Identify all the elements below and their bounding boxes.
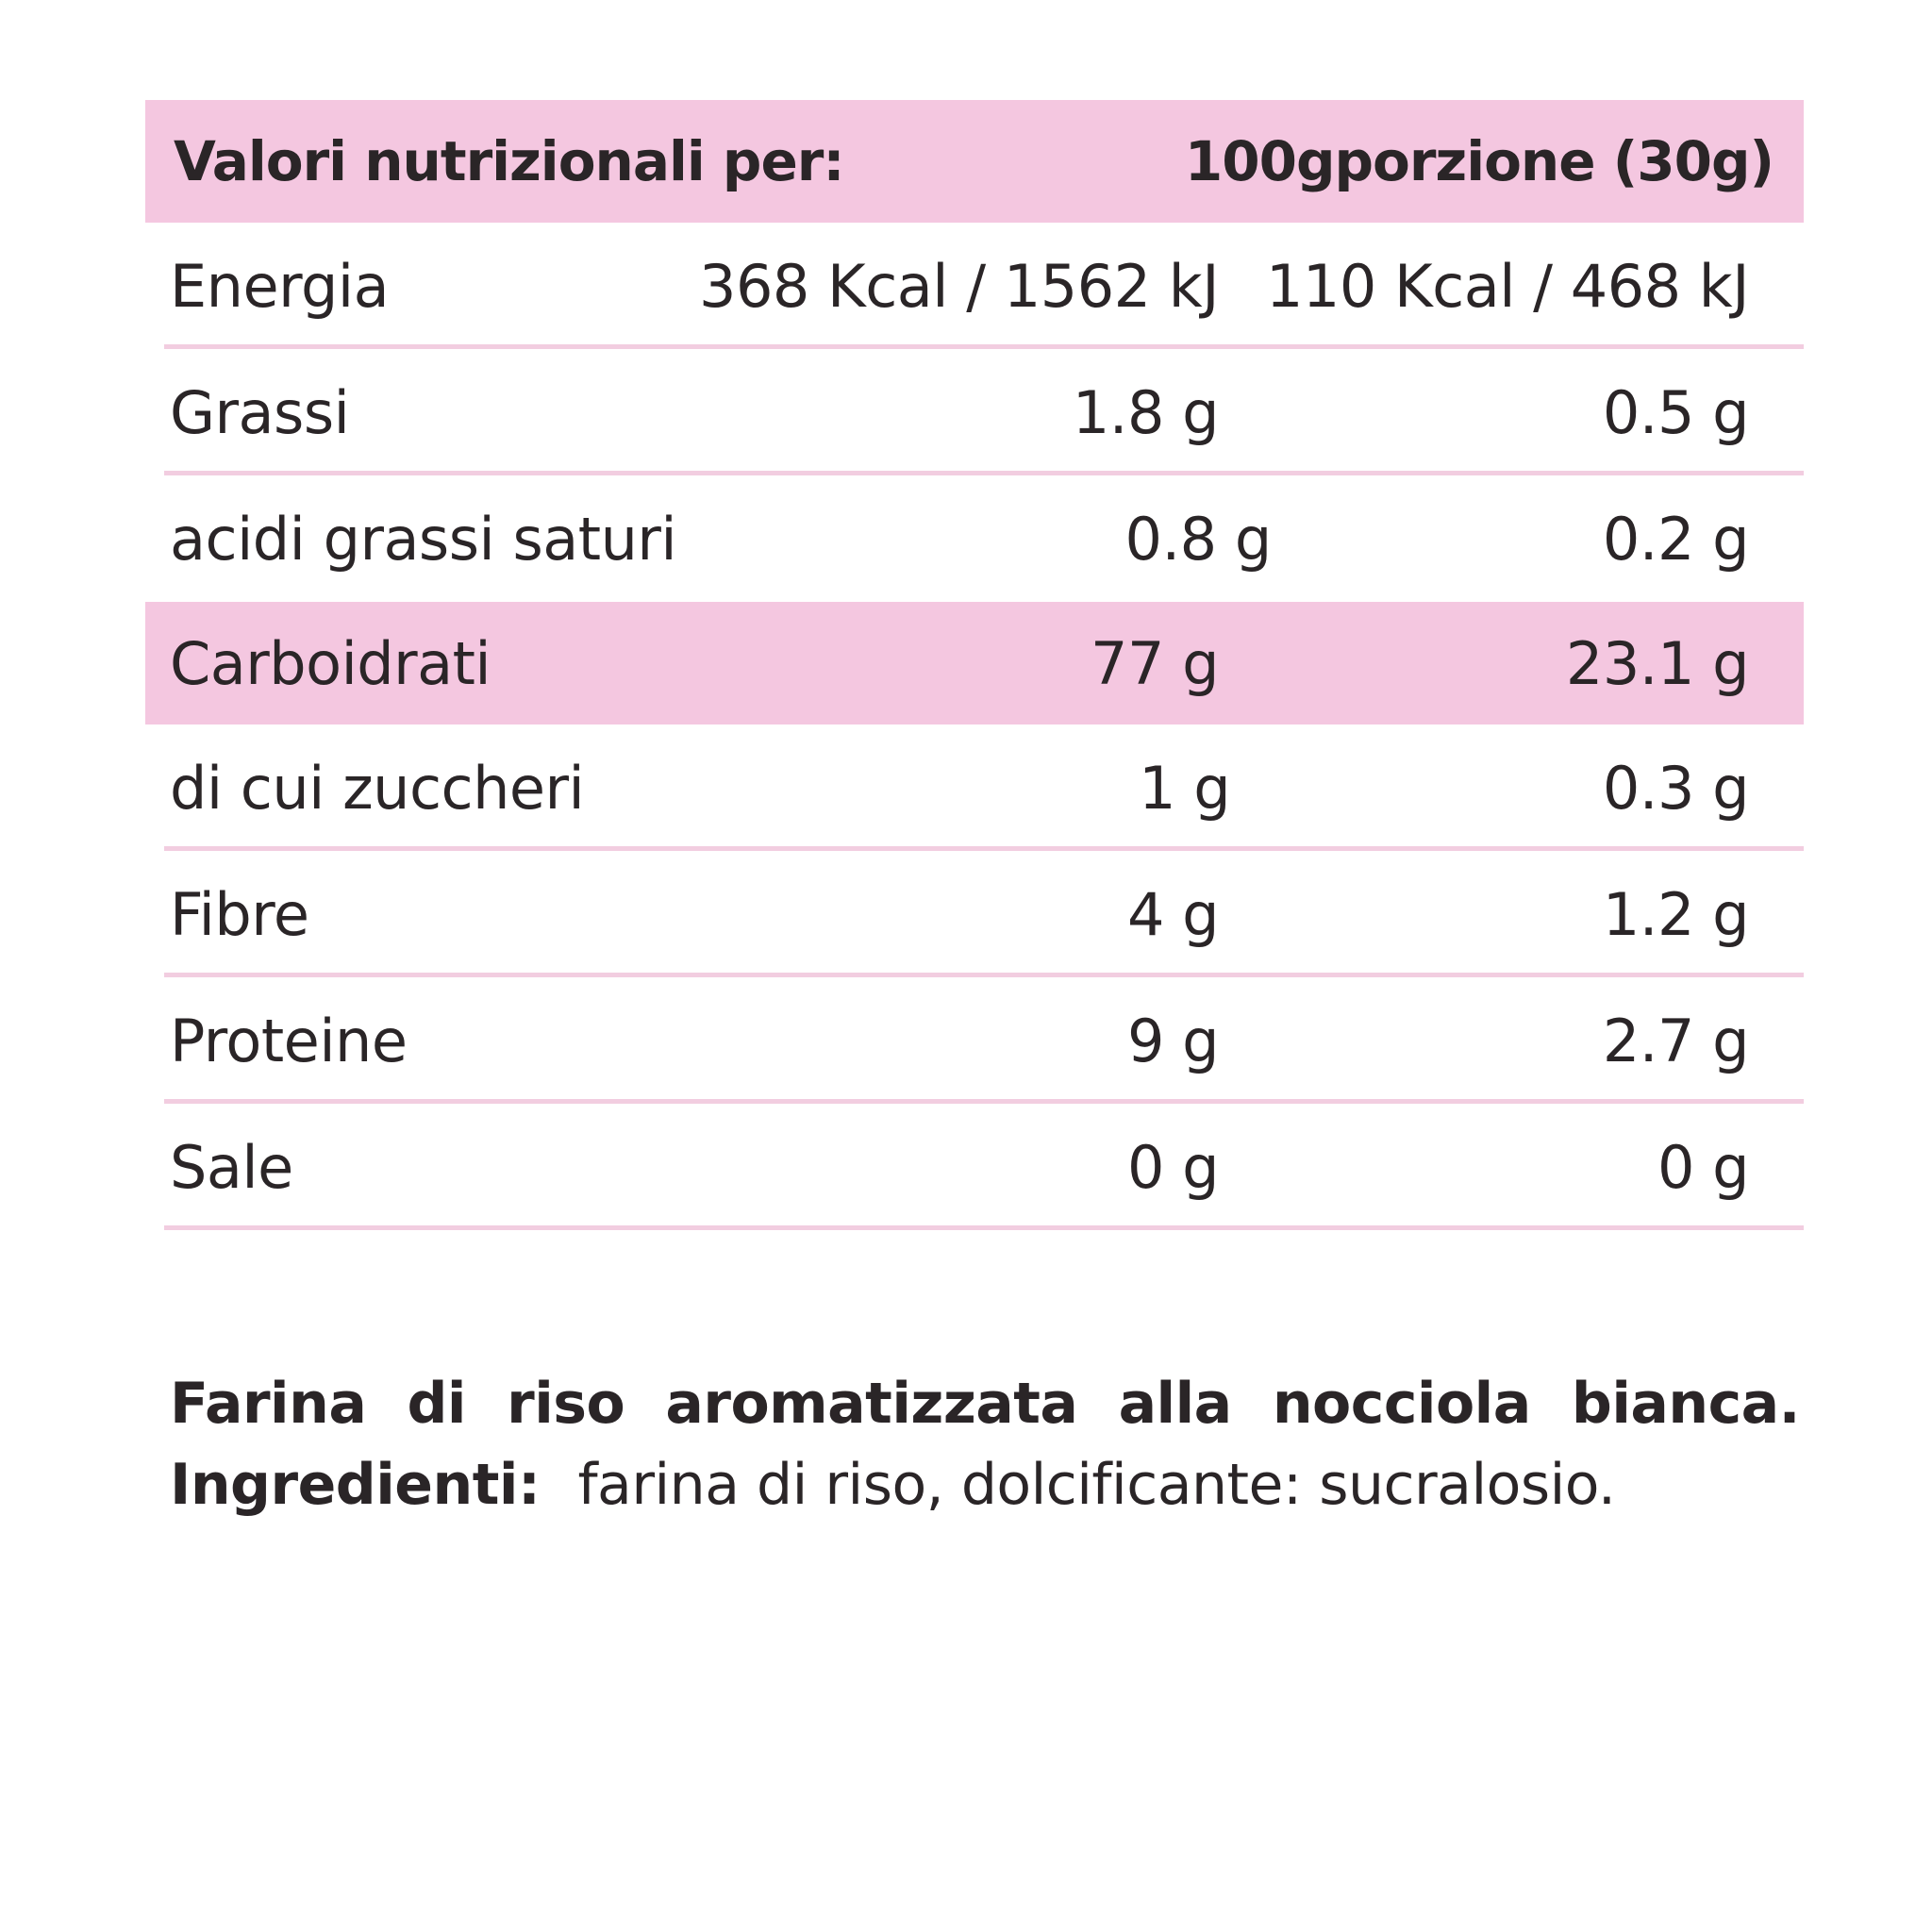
nutrition-table: Valori nutrizionali per: 100g porzione (…: [145, 100, 1804, 1230]
nutrient-name: Energia: [170, 251, 390, 321]
description-word: nocciola: [1272, 1371, 1531, 1437]
value-per-100g: 368 Kcal / 1562 kJ: [699, 251, 1220, 321]
value-per-portion: 110 Kcal / 468 kJ: [1265, 251, 1750, 321]
description-word: alla: [1118, 1371, 1233, 1437]
description-word: aromatizzata: [665, 1371, 1078, 1437]
value-per-100g: 0 g: [1126, 1132, 1220, 1202]
value-per-100g: 9 g: [1126, 1006, 1220, 1075]
ingredients-block: Farina di riso aromatizzata alla nocciol…: [170, 1363, 1800, 1525]
header-per-portion: porzione (30g): [1334, 129, 1774, 193]
header-label: Valori nutrizionali per:: [174, 129, 845, 193]
table-row-carboidrati: Carboidrati 77 g 23.1 g: [145, 602, 1804, 724]
nutrient-name: di cui zuccheri: [170, 753, 585, 823]
table-row-di-cui-zuccheri: di cui zuccheri 1 g 0.3 g: [145, 724, 1804, 851]
description-word: Farina: [170, 1371, 367, 1437]
value-per-100g: 77 g: [1091, 628, 1219, 698]
value-per-portion: 0.2 g: [1602, 504, 1750, 574]
value-per-100g: 4 g: [1126, 879, 1220, 949]
table-row-sale: Sale 0 g 0 g: [145, 1104, 1804, 1230]
table-row-acidi-grassi-saturi: acidi grassi saturi 0.8 g 0.2 g: [145, 475, 1804, 602]
value-per-portion: 1.2 g: [1602, 879, 1750, 949]
value-per-portion: 0.5 g: [1602, 377, 1750, 447]
nutrient-name: Sale: [170, 1132, 293, 1202]
nutrient-name: Fibre: [170, 879, 309, 949]
table-header-row: Valori nutrizionali per: 100g porzione (…: [145, 100, 1804, 223]
ingredients-line: Ingredienti: farina di riso, dolcificante…: [170, 1444, 1800, 1525]
table-row-grassi: Grassi 1.8 g 0.5 g: [145, 349, 1804, 475]
value-per-100g: 1 g: [1139, 753, 1231, 823]
ingredients-text: farina di riso, dolcificante: sucralosio…: [577, 1452, 1616, 1518]
table-row-proteine: Proteine 9 g 2.7 g: [145, 977, 1804, 1104]
nutrient-name: acidi grassi saturi: [170, 504, 677, 574]
value-per-portion: 2.7 g: [1602, 1006, 1750, 1075]
product-description: Farina di riso aromatizzata alla nocciol…: [170, 1363, 1800, 1444]
ingredients-label: Ingredienti:: [170, 1452, 541, 1518]
value-per-portion: 0 g: [1657, 1132, 1750, 1202]
description-word: di: [407, 1371, 466, 1437]
nutrient-name: Grassi: [170, 377, 350, 447]
value-per-portion: 0.3 g: [1602, 753, 1750, 823]
description-word: bianca.: [1571, 1371, 1801, 1437]
table-row-fibre: Fibre 4 g 1.2 g: [145, 851, 1804, 977]
nutrient-name: Carboidrati: [170, 628, 491, 698]
value-per-100g: 1.8 g: [1072, 377, 1220, 447]
nutrient-name: Proteine: [170, 1006, 408, 1075]
header-per-100g: 100g: [1184, 129, 1336, 193]
value-per-portion: 23.1 g: [1565, 628, 1750, 698]
table-row-energia: Energia 368 Kcal / 1562 kJ 110 Kcal / 46…: [145, 223, 1804, 349]
description-word: riso: [507, 1371, 625, 1437]
value-per-100g: 0.8 g: [1124, 504, 1273, 574]
